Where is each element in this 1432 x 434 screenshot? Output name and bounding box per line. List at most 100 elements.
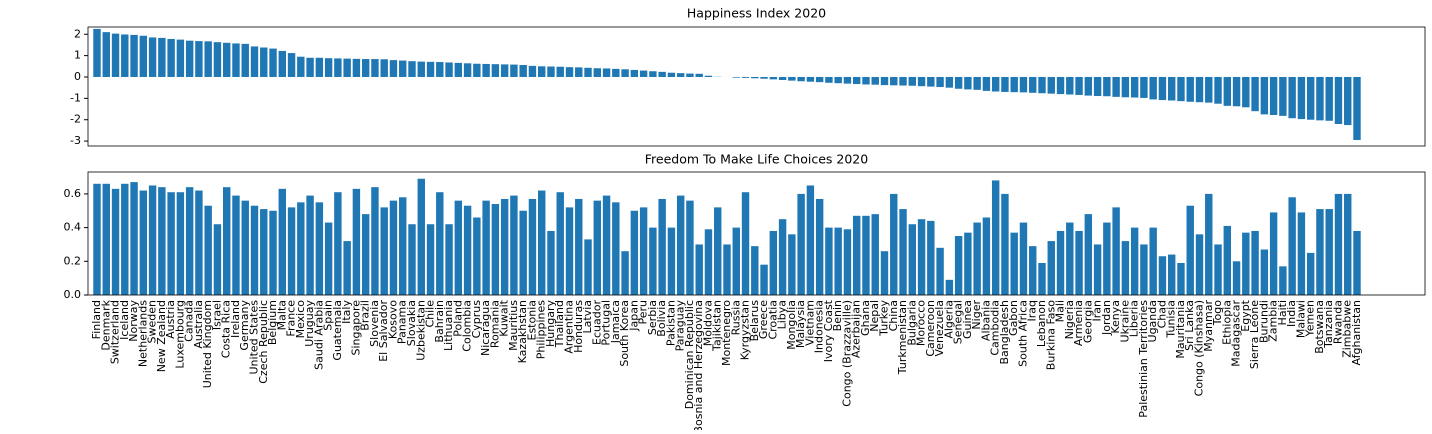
bar [371,187,378,295]
bar [436,62,443,77]
bar [964,233,971,295]
bar [436,192,443,295]
bar [631,70,638,77]
bar [1149,77,1156,99]
bar [482,64,489,77]
bar [112,34,119,77]
bar [464,206,471,295]
bar [1279,77,1286,116]
bar [1140,77,1147,98]
bar [353,189,360,295]
bar [510,196,517,295]
bar [621,69,628,77]
bar [1038,77,1045,93]
bar [575,199,582,295]
bar [260,48,267,77]
bar [1187,206,1194,295]
bar [872,214,879,295]
bar [1048,241,1055,295]
bar [473,217,480,295]
bar [1326,77,1333,121]
bar [158,187,165,295]
bar [1112,207,1119,295]
bar [325,58,332,77]
bar [130,35,137,77]
bar [677,196,684,295]
bar [918,77,925,86]
bar [797,194,804,295]
bar [733,77,740,78]
bar [909,224,916,295]
bar [427,224,434,295]
bar [204,206,211,295]
chart-title: Freedom To Make Life Choices 2020 [645,152,868,167]
bar [844,229,851,295]
bar [1001,194,1008,295]
y-tick-label: 0.2 [64,254,82,267]
bar [816,77,823,82]
bar [751,246,758,295]
bar [1159,256,1166,295]
bar [1011,233,1018,295]
bar [631,211,638,295]
bar [547,67,554,77]
bar [195,41,202,77]
bar [473,64,480,77]
bar [1288,197,1295,295]
bar [788,234,795,295]
bar [742,192,749,295]
bar [519,211,526,295]
bar [575,67,582,77]
bar [1085,77,1092,96]
bar [955,77,962,89]
bar [770,77,777,79]
bar [93,184,100,295]
bar [223,43,230,77]
bar [427,62,434,77]
bar [566,207,573,295]
bar [983,77,990,91]
bar [492,204,499,295]
bar [1057,77,1064,94]
bar [1196,77,1203,102]
bar [807,77,814,82]
bar [1159,77,1166,100]
bar [362,214,369,295]
bar [1298,212,1305,295]
bar [696,74,703,77]
bar [1298,77,1305,119]
bar [992,180,999,295]
bar [1251,231,1258,295]
bar [1214,77,1221,104]
bar [1048,77,1055,94]
bar [566,67,573,77]
bar [1205,77,1212,103]
bar [1196,234,1203,295]
bar [853,77,860,84]
bar [621,251,628,295]
y-tick-label: -2 [70,113,81,126]
bar [279,51,286,77]
y-tick-label: -1 [70,91,81,104]
y-tick-label: 0.6 [64,187,82,200]
bar [779,77,786,80]
bar [946,77,953,88]
bar [186,187,193,295]
bar [1038,263,1045,295]
bar [408,61,415,77]
bar [482,201,489,295]
bar [251,46,258,77]
bar [501,199,508,295]
bar [343,59,350,77]
bar [1075,77,1082,95]
bar [519,65,526,77]
bar [594,201,601,295]
bar [1029,246,1036,295]
bar [288,207,295,295]
bar [297,57,304,77]
bar [177,192,184,295]
bar [584,239,591,295]
x-tick-label: Afghanistan [1350,300,1363,366]
bar [612,202,619,295]
bar [770,231,777,295]
